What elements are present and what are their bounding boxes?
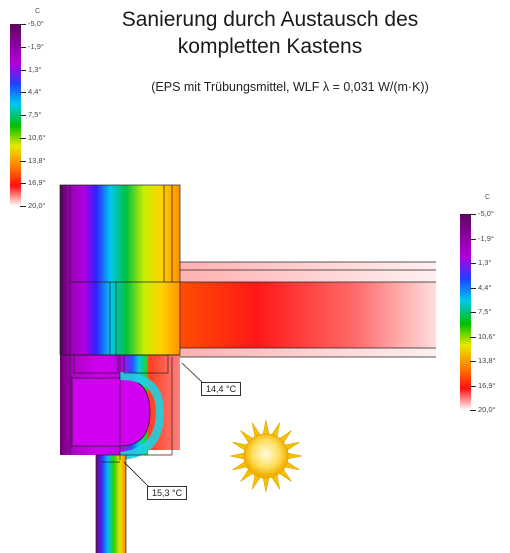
sun-ray [287,452,303,460]
legend-label: -1,9° [478,233,494,243]
legend-tick [470,263,476,264]
legend-tick [470,336,476,338]
legend-label: 16,9° [28,178,46,188]
legend-label: 16,9° [478,380,496,390]
diagram-title-line-1: Sanierung durch Austausch des [121,8,419,31]
legend-tick [470,410,476,411]
legend-label: 1,3° [478,258,492,267]
legend-color-bar [10,24,21,206]
window-frame [96,455,126,553]
legend-label: 10,6° [478,331,496,341]
legend-label: 4,4° [478,282,492,292]
legend-color-bar [460,214,471,410]
legend-unit: C [35,8,41,15]
callout-2-pointer [123,461,151,489]
temperature-legend-right: C -5,0° -1,9° 1,3° 4,4° 7,5° 10,6° 13,8° 16,9° 2… [456,190,510,430]
legend-label: -5,0° [478,209,494,218]
legend-label: 20,0° [28,201,46,210]
legend-label: -1,9° [28,41,44,51]
sun-ray [229,452,245,460]
legend-tick [20,24,26,25]
temperature-callout-1: 14,4 °C [201,382,242,396]
temperature-callout-2: 15,3 °C [147,486,188,500]
legend-tick [20,115,26,116]
legend-tick [470,385,476,387]
box-edge-gradient [120,372,164,460]
legend-label: 4,4° [28,87,42,97]
legend-tick [20,183,26,185]
legend-tick [20,137,26,139]
legend-tick [470,214,476,215]
callout-1-pointer [181,362,205,385]
temperature-legend-left: C -5,0° -1,9° 1,3° 4,4° 7,5° 10,6° 13,8° 16,9° 2… [6,8,56,218]
legend-tick [20,46,26,48]
legend-tick [20,92,26,94]
legend-tick [470,312,476,313]
sun-icon [229,419,303,493]
wall-section [60,185,180,355]
legend-label: 7,5° [478,307,492,316]
shutter-box-insulation [71,377,151,447]
legend-label: 20,0° [478,405,496,414]
legend-label: 1,3° [28,64,42,74]
legend-label: 13,8° [28,155,46,165]
legend-tick [470,361,476,362]
legend-label: 7,5° [28,110,42,119]
legend-label: 10,6° [28,132,46,142]
legend-tick [20,160,26,162]
legend-tick [470,287,476,289]
legend-label: -5,0° [28,19,44,28]
legend-tick [20,206,26,207]
legend-unit: C [485,194,491,201]
sun-ray [262,419,270,435]
construction-outlines [59,184,436,553]
legend-label: 13,8° [478,356,496,365]
sun-ray [262,477,270,493]
legend-tick [470,238,476,240]
diagram-title-line-2: kompletten Kastens [177,35,363,58]
diagram-subtitle: (EPS mit Trübungsmittel, WLF λ = 0,031 W… [151,80,429,94]
legend-tick [20,69,26,71]
